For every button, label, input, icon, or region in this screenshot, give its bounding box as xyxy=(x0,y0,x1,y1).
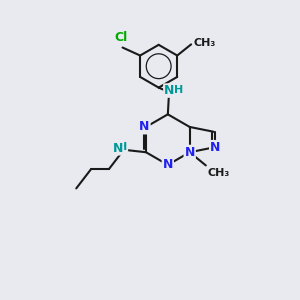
Text: N: N xyxy=(210,141,220,154)
Text: Cl: Cl xyxy=(114,31,128,44)
Text: N: N xyxy=(113,142,123,155)
Text: N: N xyxy=(139,121,150,134)
Text: N: N xyxy=(184,146,195,159)
Text: CH₃: CH₃ xyxy=(207,168,230,178)
Text: N: N xyxy=(164,84,174,97)
Text: H: H xyxy=(118,142,128,152)
Text: H: H xyxy=(174,85,184,95)
Text: CH₃: CH₃ xyxy=(194,38,216,48)
Text: N: N xyxy=(163,158,173,171)
